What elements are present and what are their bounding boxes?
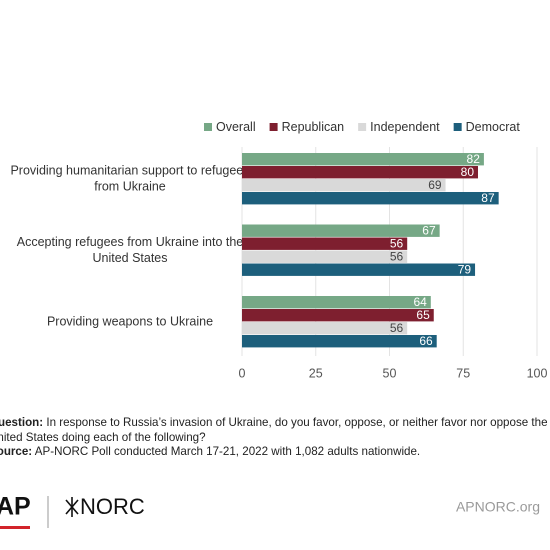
value-label: 64 bbox=[413, 295, 427, 309]
legend: Overall Republican Independent Democrat bbox=[204, 120, 520, 134]
legend-swatch bbox=[358, 123, 367, 131]
question-label: Question: bbox=[0, 416, 44, 429]
norc-logo: NORC bbox=[80, 494, 145, 519]
bar bbox=[242, 224, 440, 237]
value-label: 66 bbox=[419, 334, 433, 348]
bar bbox=[242, 166, 478, 179]
legend-label: Overall bbox=[216, 120, 256, 134]
x-tick-label: 50 bbox=[383, 366, 397, 380]
ap-logo-underline bbox=[0, 526, 30, 529]
value-label: 87 bbox=[481, 191, 495, 205]
value-label: 80 bbox=[461, 165, 475, 179]
x-tick-label: 0 bbox=[239, 366, 246, 380]
category-label: Accepting refugees from Ukraine into the bbox=[17, 235, 244, 249]
bar bbox=[242, 179, 446, 192]
value-label: 67 bbox=[422, 224, 436, 238]
source-text: AP-NORC Poll conducted March 17-21, 2022… bbox=[34, 445, 421, 458]
category-label: from Ukraine bbox=[94, 179, 166, 193]
value-label: 56 bbox=[390, 321, 404, 335]
bar bbox=[242, 296, 431, 309]
bar bbox=[242, 335, 437, 348]
x-tick-label: 25 bbox=[309, 366, 323, 380]
bar bbox=[242, 250, 408, 263]
category-label: United States bbox=[92, 251, 167, 265]
category-label: Providing weapons to Ukraine bbox=[47, 314, 213, 328]
x-tick-label: 100 bbox=[527, 366, 548, 380]
bar bbox=[242, 237, 408, 250]
question-note: Question: In response to Russia’s invasi… bbox=[0, 416, 550, 445]
value-label: 56 bbox=[390, 250, 404, 264]
source-note: Source: AP-NORC Poll conducted March 17-… bbox=[0, 445, 550, 460]
bar bbox=[242, 322, 408, 335]
bar bbox=[242, 153, 484, 166]
legend-swatch bbox=[269, 123, 278, 131]
bar bbox=[242, 263, 476, 276]
category-label: Providing humanitarian support to refuge… bbox=[10, 163, 249, 177]
legend-label: Democrat bbox=[466, 120, 521, 134]
bar bbox=[242, 192, 499, 205]
value-label: 56 bbox=[390, 237, 404, 251]
x-tick-label: 75 bbox=[456, 366, 470, 380]
legend-label: Republican bbox=[282, 120, 345, 134]
value-label: 79 bbox=[458, 263, 472, 277]
legend-swatch bbox=[453, 123, 462, 131]
legend-label: Independent bbox=[370, 120, 440, 134]
question-text: In response to Russia’s invasion of Ukra… bbox=[0, 416, 548, 444]
website: APNORC.org bbox=[456, 499, 540, 515]
value-label: 82 bbox=[467, 152, 481, 166]
norc-icon bbox=[65, 497, 79, 517]
value-label: 69 bbox=[428, 178, 442, 192]
bar bbox=[242, 309, 434, 322]
source-label: Source: bbox=[0, 445, 33, 458]
ap-logo: AP bbox=[0, 493, 31, 521]
legend-swatch bbox=[204, 123, 212, 131]
value-label: 65 bbox=[416, 308, 430, 322]
